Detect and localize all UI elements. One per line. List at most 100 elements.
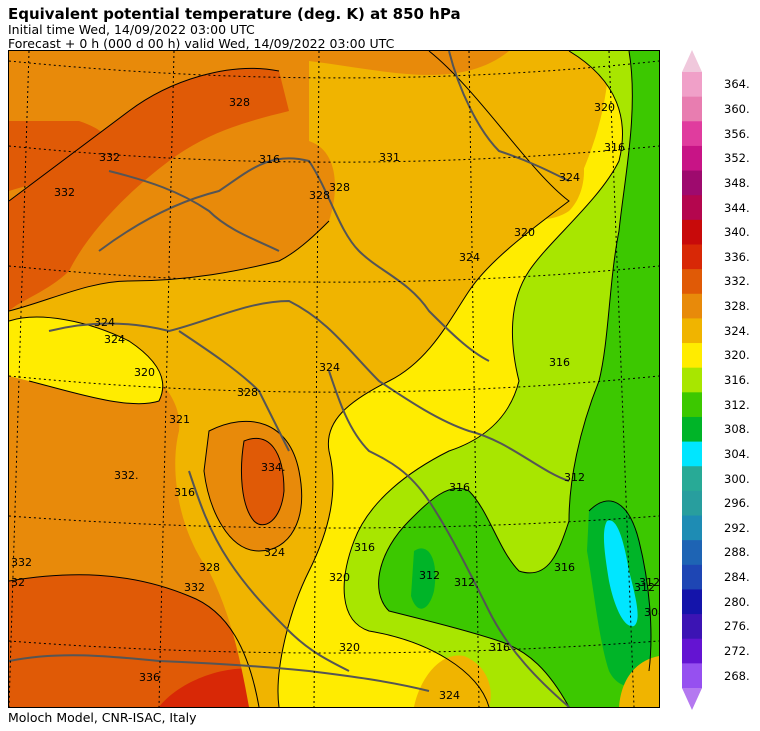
legend-swatch	[682, 589, 702, 615]
legend-swatch	[682, 614, 702, 640]
graticule	[9, 51, 659, 707]
legend-label: 304.	[724, 446, 750, 461]
legend-label: 356.	[724, 126, 750, 141]
legend-label: 276.	[724, 619, 750, 634]
legend-swatch	[682, 244, 702, 270]
contour-labels: 328 332 332 316 331 328 324 320 316 320 …	[11, 96, 659, 702]
legend-label: 280.	[724, 594, 750, 609]
legend-label: 332.	[724, 274, 750, 289]
legend-swatch	[682, 293, 702, 319]
contour-label: 316	[354, 541, 375, 554]
contour-label: 312	[564, 471, 585, 484]
contour-lines	[9, 51, 652, 707]
field-324-ne	[479, 120, 584, 220]
contour-label: 328	[329, 181, 350, 194]
contour-label: 316	[174, 486, 195, 499]
legend-label: 316.	[724, 373, 750, 387]
legend-bottom-arrow	[682, 688, 702, 710]
field-334-center	[241, 438, 284, 525]
contour-label: 320	[514, 226, 535, 239]
contour-label: 332.	[114, 469, 139, 482]
contour-label: 332	[184, 581, 205, 594]
contour-label: 32	[11, 576, 25, 589]
legend-swatch	[682, 145, 702, 172]
contour-label: 324	[319, 361, 340, 374]
contour-label: 316	[259, 153, 280, 166]
legend-swatch	[682, 663, 702, 689]
legend-label: 344.	[724, 200, 750, 215]
contour-label: 312	[639, 576, 659, 589]
forecast-time: Forecast + 0 h (000 d 00 h) valid Wed, 1…	[8, 36, 395, 51]
legend-label: 336.	[724, 249, 750, 264]
field-332-nw	[9, 121, 110, 191]
legend-swatch	[682, 441, 702, 467]
legend-label: 324.	[724, 323, 750, 338]
legend-label: 364.	[724, 77, 750, 92]
legend-label: 348.	[724, 175, 750, 190]
contour-label: 331	[379, 151, 400, 164]
field-324-south	[414, 655, 491, 707]
legend-swatch	[682, 121, 702, 147]
map-panel: 328 332 332 316 331 328 324 320 316 320 …	[8, 50, 660, 708]
coastlines	[9, 51, 570, 707]
footer-credit: Moloch Model, CNR-ISAC, Italy	[8, 710, 197, 725]
legend-label: 288.	[724, 545, 750, 560]
legend-label: 320.	[724, 348, 750, 363]
legend-swatch	[682, 416, 702, 443]
contour-label: 312	[419, 569, 440, 582]
legend-swatch	[682, 638, 702, 664]
contour-label: 320	[339, 641, 360, 654]
legend-swatch	[682, 367, 702, 393]
field-308-west	[411, 548, 436, 609]
contour-label: 312	[634, 581, 655, 594]
contour-label: 320	[594, 101, 615, 114]
map-title: Equivalent potential temperature (deg. K…	[8, 5, 461, 23]
legend-swatch	[682, 318, 702, 344]
contour-label: 308	[644, 606, 659, 619]
legend-label: 312.	[724, 397, 750, 412]
contour-label: 328	[229, 96, 250, 109]
legend-swatch	[682, 72, 702, 98]
legend-label: 272.	[724, 644, 750, 659]
legend-label: 360.	[724, 101, 750, 116]
contour-label: 328	[309, 189, 330, 202]
contour-label: 316	[489, 641, 510, 654]
contour-label: 324	[459, 251, 480, 264]
contour-label: 332	[99, 151, 120, 164]
legend-swatch	[682, 466, 702, 492]
contour-label: 324	[264, 546, 285, 559]
legend-swatch	[682, 269, 702, 295]
contour-label: 336	[139, 671, 160, 684]
contour-label: 332	[11, 556, 32, 569]
legend-swatch	[682, 343, 702, 369]
legend-label: 296.	[724, 496, 750, 511]
contour-label: 316	[554, 561, 575, 574]
legend-label: 308.	[724, 422, 750, 437]
legend-label: 292.	[724, 520, 750, 535]
legend-swatch	[682, 392, 702, 418]
initial-time: Initial time Wed, 14/09/2022 03:00 UTC	[8, 22, 255, 37]
legend-swatch	[682, 96, 702, 122]
contour-label: 328	[199, 561, 220, 574]
contour-label: 328	[237, 386, 258, 399]
contour-label: 324	[94, 316, 115, 329]
contour-label: 316	[604, 141, 625, 154]
contour-label: 316	[549, 356, 570, 369]
contour-label: 321	[169, 413, 190, 426]
legend-colorbar	[682, 50, 702, 710]
legend-label: 340.	[724, 225, 750, 240]
legend-label: 328.	[724, 299, 750, 314]
legend-label: 284.	[724, 570, 750, 585]
contour-label: 334.	[261, 461, 286, 474]
field-332-north	[9, 68, 289, 311]
legend-swatch	[682, 490, 702, 517]
legend-swatch	[682, 219, 702, 245]
contour-label: 324	[559, 171, 580, 184]
legend-swatch	[682, 195, 702, 221]
legend-label: 300.	[724, 471, 750, 486]
contour-label: 316	[449, 481, 470, 494]
legend-swatch	[682, 515, 702, 541]
contour-label: 324	[439, 689, 460, 702]
map-canvas: 328 332 332 316 331 328 324 320 316 320 …	[9, 51, 659, 707]
legend-swatch	[682, 564, 702, 590]
